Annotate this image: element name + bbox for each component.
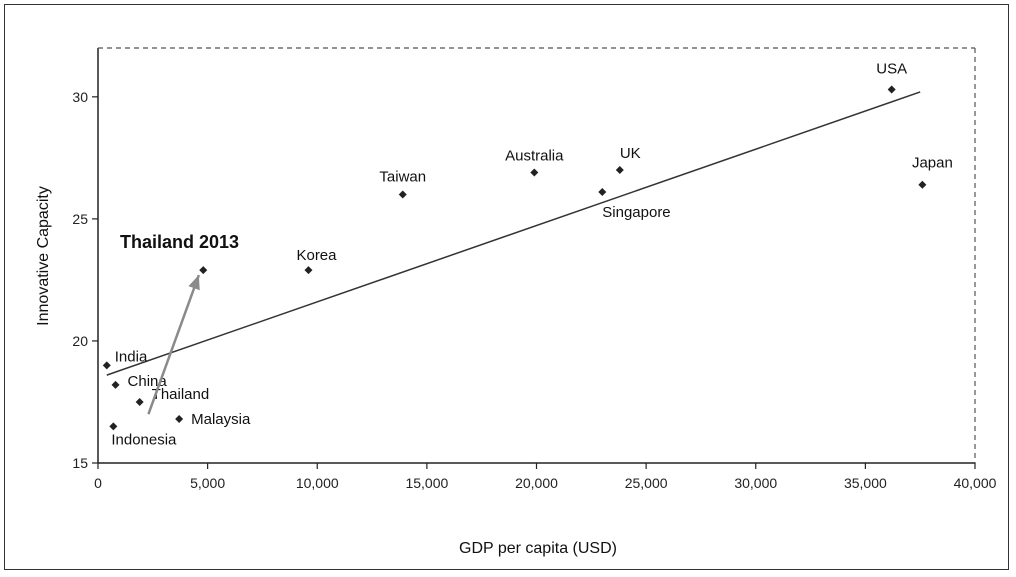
data-point-marker <box>398 190 407 199</box>
y-axis-ticks: 15 20 25 30 <box>72 89 98 471</box>
annotation-label: Thailand 2013 <box>120 232 239 252</box>
x-tick-label: 30,000 <box>734 475 777 491</box>
data-point-label: Australia <box>505 148 564 165</box>
x-tick-label: 15,000 <box>405 475 448 491</box>
x-tick-label: 10,000 <box>296 475 339 491</box>
x-tick-label: 0 <box>94 475 102 491</box>
data-point-marker <box>598 188 607 197</box>
y-axis-title: Innovative Capacity <box>35 186 52 326</box>
x-axis-ticks: 0 5,000 10,000 15,000 20,000 25,000 30,000 35,0… <box>94 463 997 491</box>
data-point-marker <box>175 415 184 424</box>
y-tick-label: 30 <box>72 89 88 105</box>
data-point-label: Korea <box>296 247 337 264</box>
data-point-label: Taiwan <box>379 168 426 185</box>
data-point-label: China <box>128 373 168 390</box>
x-tick-label: 25,000 <box>625 475 668 491</box>
data-point-marker <box>918 180 927 189</box>
data-point-label: Indonesia <box>111 431 177 448</box>
data-point-label: Japan <box>912 155 953 172</box>
trend-line-group <box>106 91 921 376</box>
figure-frame <box>4 4 1009 570</box>
plot-area-border <box>97 47 976 464</box>
data-point-label: Singapore <box>602 204 670 221</box>
x-tick-label: 40,000 <box>954 475 997 491</box>
data-point-marker <box>530 168 539 177</box>
annotation-arrow-head <box>188 275 200 291</box>
x-tick-label: 35,000 <box>844 475 887 491</box>
data-point-marker <box>111 380 120 389</box>
y-tick-label: 25 <box>72 211 88 227</box>
data-point-marker <box>109 422 118 431</box>
x-tick-label: 5,000 <box>190 475 225 491</box>
data-point-marker <box>102 361 111 370</box>
data-point-marker <box>135 397 144 406</box>
data-point-label: Thailand <box>152 386 210 403</box>
point-labels: India China Indonesia Thailand Malaysia Korea… <box>111 61 952 449</box>
y-tick-label: 20 <box>72 333 88 349</box>
x-axis-title: GDP per capita (USD) <box>459 540 617 557</box>
data-point-marker <box>304 266 313 275</box>
data-point-marker <box>199 266 208 275</box>
data-point-label: USA <box>876 61 907 78</box>
y-tick-label: 15 <box>72 455 88 471</box>
data-point-label: India <box>115 348 148 365</box>
annotation-group: Thailand 2013 <box>120 232 239 415</box>
data-point-marker <box>887 85 896 94</box>
data-point-marker <box>615 166 624 175</box>
x-tick-label: 20,000 <box>515 475 558 491</box>
data-point-label: Malaysia <box>191 411 251 428</box>
data-point-label: UK <box>620 145 641 162</box>
trend-line <box>106 91 921 376</box>
annotation-arrow-shaft <box>147 274 201 415</box>
data-points <box>102 85 927 431</box>
